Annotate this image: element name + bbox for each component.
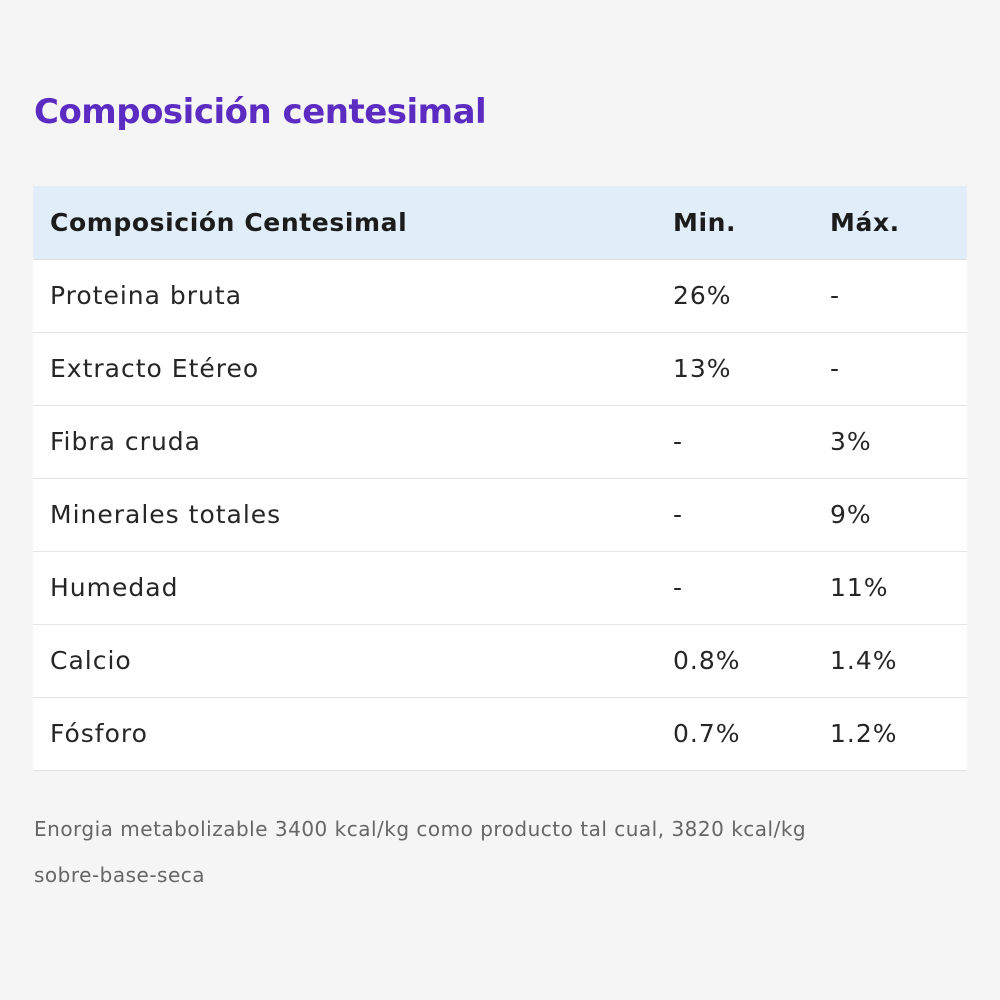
energy-note-line-2: sobre-base-seca bbox=[34, 863, 206, 887]
row-name: Proteina bruta bbox=[33, 259, 656, 333]
row-max: 9% bbox=[813, 478, 967, 552]
energy-note: Enorgia metabolizable 3400 kcal/kg como … bbox=[34, 806, 954, 898]
row-max: 1.2% bbox=[813, 697, 967, 771]
row-min: 13% bbox=[656, 332, 813, 406]
row-name: Humedad bbox=[33, 551, 656, 625]
row-name: Fósforo bbox=[33, 697, 656, 771]
table-row: Calcio 0.8% 1.4% bbox=[33, 624, 967, 698]
table-row: Fibra cruda - 3% bbox=[33, 405, 967, 479]
row-min: - bbox=[656, 405, 813, 479]
column-header-max: Máx. bbox=[813, 186, 967, 260]
table-header: Composición Centesimal Min. Máx. bbox=[33, 186, 967, 260]
row-min: 26% bbox=[656, 259, 813, 333]
row-name: Minerales totales bbox=[33, 478, 656, 552]
table-body: Proteina bruta 26% - Extracto Etéreo 13%… bbox=[33, 259, 967, 771]
row-name: Fibra cruda bbox=[33, 405, 656, 479]
energy-note-line-1: Enorgia metabolizable 3400 kcal/kg como … bbox=[34, 817, 807, 841]
row-max: 1.4% bbox=[813, 624, 967, 698]
row-name: Calcio bbox=[33, 624, 656, 698]
column-header-min: Min. bbox=[656, 186, 813, 260]
row-max: 11% bbox=[813, 551, 967, 625]
row-name: Extracto Etéreo bbox=[33, 332, 656, 406]
row-min: 0.7% bbox=[656, 697, 813, 771]
table-header-row: Composición Centesimal Min. Máx. bbox=[33, 186, 967, 260]
row-max: 3% bbox=[813, 405, 967, 479]
row-max: - bbox=[813, 259, 967, 333]
row-min: - bbox=[656, 478, 813, 552]
row-max: - bbox=[813, 332, 967, 406]
table-row: Fósforo 0.7% 1.2% bbox=[33, 697, 967, 771]
table-row: Proteina bruta 26% - bbox=[33, 259, 967, 333]
table-row: Humedad - 11% bbox=[33, 551, 967, 625]
column-header-name: Composición Centesimal bbox=[33, 186, 656, 260]
table-row: Extracto Etéreo 13% - bbox=[33, 332, 967, 406]
section-title: Composición centesimal bbox=[34, 92, 487, 132]
composition-table: Composición Centesimal Min. Máx. Protein… bbox=[33, 186, 967, 771]
table-row: Minerales totales - 9% bbox=[33, 478, 967, 552]
row-min: - bbox=[656, 551, 813, 625]
row-min: 0.8% bbox=[656, 624, 813, 698]
